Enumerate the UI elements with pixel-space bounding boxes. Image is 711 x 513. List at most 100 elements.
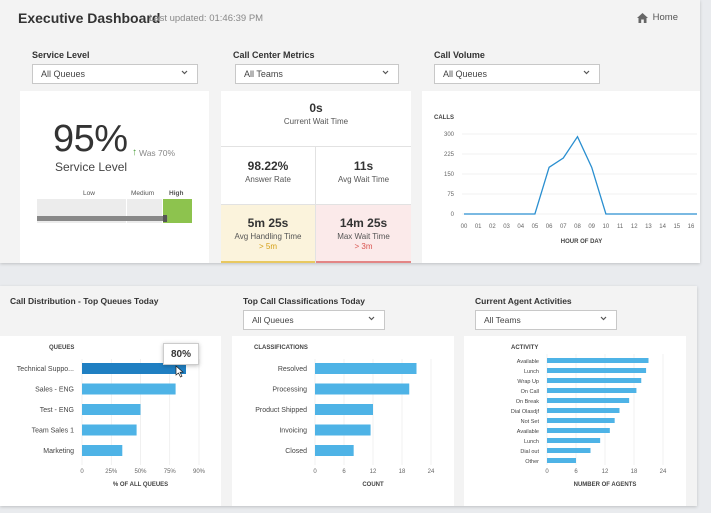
avg-wait-metric: 11s Avg Wait Time (316, 159, 411, 184)
x-tick-label: 06 (546, 224, 553, 230)
max-wait-label: Max Wait Time (337, 232, 390, 241)
distribution-panel: Call Distribution - Top Queues Today QUE… (0, 286, 221, 506)
bar (315, 445, 354, 456)
bar (547, 408, 620, 413)
home-link[interactable]: Home (636, 12, 678, 23)
avg-handling-label: Avg Handling Time (234, 232, 302, 241)
bar (547, 378, 642, 383)
bar (315, 383, 410, 395)
agents-panel: Current Agent Activities All Teams ACTIV… (464, 286, 686, 506)
level-high: High (169, 190, 184, 197)
arrow-up-icon: ↑ (132, 147, 137, 158)
category-label: Resolved (278, 366, 307, 373)
category-label: Lunch (524, 369, 539, 375)
select-value: All Queues (252, 315, 294, 325)
metrics-team-select[interactable]: All Teams (235, 64, 399, 84)
x-tick-label: 12 (602, 469, 609, 475)
category-label: Team Sales 1 (32, 428, 75, 435)
home-label: Home (652, 12, 678, 23)
answer-rate-label: Answer Rate (245, 175, 291, 184)
service-level-trend: ↑ Was 70% (132, 147, 175, 158)
x-axis-title: NUMBER OF AGENTS (574, 482, 637, 488)
x-tick-label: 00 (461, 224, 468, 230)
call-volume-queue-select[interactable]: All Queues (434, 64, 600, 84)
x-tick-label: 11 (617, 224, 624, 230)
avg-handling-metric: 5m 25s Avg Handling Time > 5m (221, 216, 315, 251)
category-label: Closed (285, 448, 307, 455)
distribution-chart: QUEUES 0 25% 50% 75% 90% % OF ALL QUEUES Techni… (17, 345, 206, 488)
bar (315, 363, 417, 374)
bar (547, 458, 576, 463)
classifications-queue-select[interactable]: All Queues (243, 310, 385, 330)
level-medium: Medium (131, 190, 155, 197)
avg-wait-label: Avg Wait Time (337, 175, 390, 184)
y-axis-title: CLASSIFICATIONS (254, 345, 308, 351)
service-level-panel: Service Level All Queues (20, 41, 209, 263)
x-tick-label: 0 (313, 469, 317, 475)
agents-team-select[interactable]: All Teams (475, 310, 617, 330)
x-tick-label: 0 (80, 469, 84, 475)
x-tick-label: 05 (532, 224, 539, 230)
service-level-gauge (37, 199, 192, 223)
trend-text: Was 70% (139, 147, 176, 158)
bar (82, 363, 186, 374)
chevron-down-icon (600, 316, 607, 321)
x-tick-label: 13 (645, 224, 652, 230)
x-tick-label: 18 (631, 469, 638, 475)
category-label: Processing (272, 387, 307, 394)
service-level-value: 95% (53, 118, 128, 160)
metrics-panel: Call Center Metrics All Teams (221, 41, 411, 263)
level-low: Low (83, 190, 95, 197)
select-value: All Teams (244, 69, 283, 79)
service-level-queue-select[interactable]: All Queues (32, 64, 198, 84)
current-wait-value: 0s (309, 101, 323, 115)
classifications-title: Top Call Classifications Today (243, 296, 366, 306)
distribution-title: Call Distribution - Top Queues Today (10, 296, 159, 306)
bar (82, 445, 123, 456)
chevron-down-icon (181, 70, 188, 75)
chevron-down-icon (368, 316, 375, 321)
call-volume-line (464, 135, 697, 215)
x-tick-label: 0 (545, 469, 549, 475)
x-tick-label: 09 (588, 224, 595, 230)
top-section: Executive Dashboard Last updated: 01:46:… (18, 10, 700, 263)
x-tick-label: 12 (631, 224, 638, 230)
category-label: Test - ENG (40, 407, 74, 414)
x-tick-label: 6 (574, 469, 578, 475)
x-tick-label: 07 (560, 224, 567, 230)
classifications-panel: Top Call Classifications Today All Queue… (232, 286, 454, 506)
current-wait-label: Current Wait Time (283, 117, 349, 126)
call-volume-title: Call Volume (434, 50, 485, 60)
category-label: Available (517, 429, 539, 435)
bar (547, 398, 630, 403)
page-title: Executive Dashboard (18, 10, 161, 26)
x-tick-label: 02 (489, 224, 496, 230)
bar (547, 388, 637, 393)
bar (547, 368, 647, 373)
category-label: Invoicing (279, 428, 307, 435)
x-tick-label: 15 (673, 224, 680, 230)
max-wait-value: 14m 25s (339, 216, 388, 230)
bar (547, 418, 615, 423)
bar (547, 358, 649, 363)
x-tick-label: 12 (370, 469, 377, 475)
bar (547, 428, 610, 433)
y-axis-title: QUEUES (49, 345, 74, 351)
x-tick-label: 75% (164, 469, 177, 475)
x-tick-label: 24 (660, 469, 667, 475)
metrics-title: Call Center Metrics (233, 50, 315, 60)
category-label: Dial out (520, 449, 539, 455)
y-axis-title: ACTIVITY (511, 345, 538, 351)
category-label: Other (525, 459, 539, 465)
bar-tooltip: 80% (163, 343, 199, 365)
x-axis-title: % OF ALL QUEUES (113, 482, 168, 488)
answer-rate-value: 98.22% (247, 159, 289, 173)
y-tick-label: 300 (444, 132, 455, 138)
y-tick-label: 0 (451, 212, 455, 218)
bottom-section: Call Distribution - Top Queues Today QUE… (0, 286, 697, 506)
answer-rate-metric: 98.22% Answer Rate (221, 159, 315, 184)
category-label: On Break (516, 399, 539, 405)
category-label: Dial Olasdjf (511, 409, 540, 415)
bar (82, 383, 176, 395)
cursor-icon (175, 365, 184, 378)
